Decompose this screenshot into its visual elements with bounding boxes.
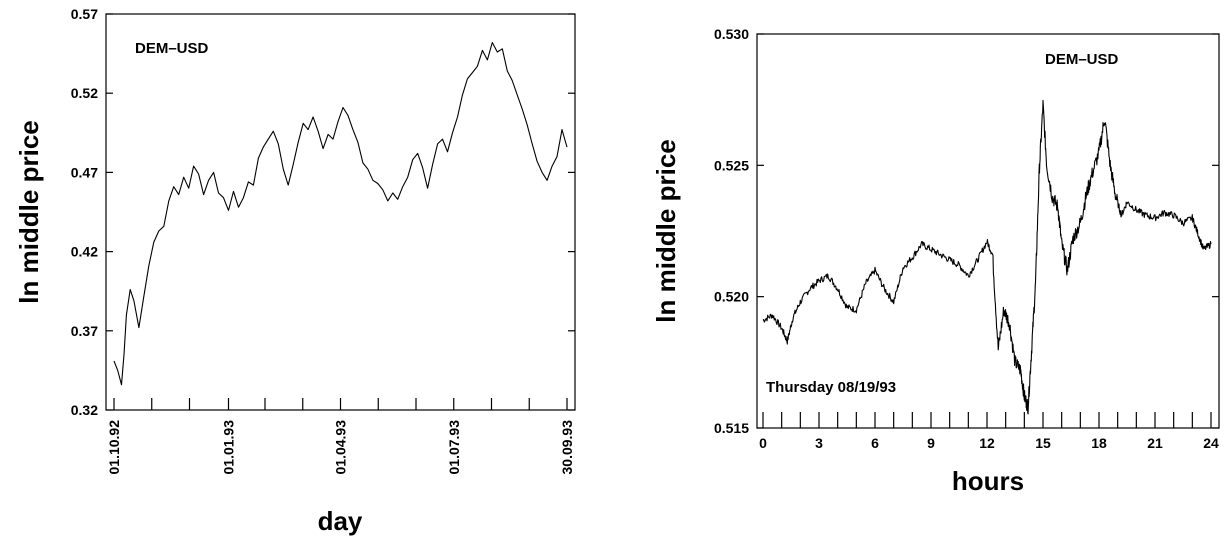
x-tick-label-right: 15	[1035, 435, 1051, 451]
x-tick-label-right: 3	[815, 435, 823, 451]
x-tick-label-right: 12	[979, 435, 995, 451]
x-tick-label-right: 18	[1091, 435, 1107, 451]
x-tick-label-left: 01.01.93	[220, 420, 236, 475]
x-tick-label-left: 01.04.93	[333, 420, 349, 475]
y-axis-title-right: ln middle price	[651, 139, 681, 323]
series-line-left	[113, 41, 568, 386]
y-tick-label-left: 0.52	[71, 85, 98, 101]
x-tick-label-right: 6	[871, 435, 879, 451]
y-axis-ticks-left: 0.32 0.37 0.42 0.47 0.52 0.57	[71, 6, 575, 418]
x-tick-label-right: 9	[927, 435, 935, 451]
y-tick-label-left: 0.37	[71, 323, 98, 339]
chart-right: 0.515 0.520 0.525 0.530 0 3 6 9 12 15 18 21 24 DEM–…	[651, 26, 1220, 496]
x-tick-label-left: 01.07.93	[446, 420, 462, 475]
annotation-left: DEM–USD	[135, 40, 209, 57]
plot-frame-left	[105, 13, 576, 411]
y-tick-label-right: 0.530	[714, 26, 749, 42]
x-axis-minor-ticks-right	[781, 412, 1193, 428]
y-tick-label-left: 0.42	[71, 244, 98, 260]
x-axis-ticks-left: 01.10.92 01.01.93 01.04.93 01.07.93 30.09.93	[106, 398, 575, 475]
x-tick-label-left: 30.09.93	[559, 420, 575, 475]
x-tick-label-right: 21	[1147, 435, 1163, 451]
y-tick-label-right: 0.515	[714, 420, 749, 436]
x-tick-label-right: 24	[1203, 435, 1219, 451]
x-axis-title-right: hours	[952, 466, 1024, 496]
x-axis-minor-ticks-left	[151, 398, 530, 410]
subtitle-right: Thursday 08/19/93	[766, 379, 896, 396]
y-axis-ticks-right: 0.515 0.520 0.525 0.530	[714, 26, 1219, 436]
y-axis-title-left: ln middle price	[14, 120, 44, 304]
y-tick-label-left: 0.57	[71, 6, 98, 22]
y-tick-label-left: 0.32	[71, 402, 98, 418]
x-tick-label-right: 0	[759, 435, 767, 451]
x-axis-title-left: day	[318, 506, 363, 536]
plot-frame-right	[756, 33, 1220, 429]
y-tick-label-right: 0.520	[714, 289, 749, 305]
y-tick-label-right: 0.525	[714, 157, 749, 173]
y-tick-label-left: 0.47	[71, 164, 98, 180]
x-axis-ticks-right: 0 3 6 9 12 15 18 21 24	[759, 412, 1219, 451]
series-line-right	[762, 99, 1212, 415]
x-tick-label-left: 01.10.92	[106, 420, 122, 475]
annotation-right: DEM–USD	[1045, 51, 1119, 68]
chart-left: 0.32 0.37 0.42 0.47 0.52 0.57 01.10.92 01.01.9…	[14, 6, 576, 536]
